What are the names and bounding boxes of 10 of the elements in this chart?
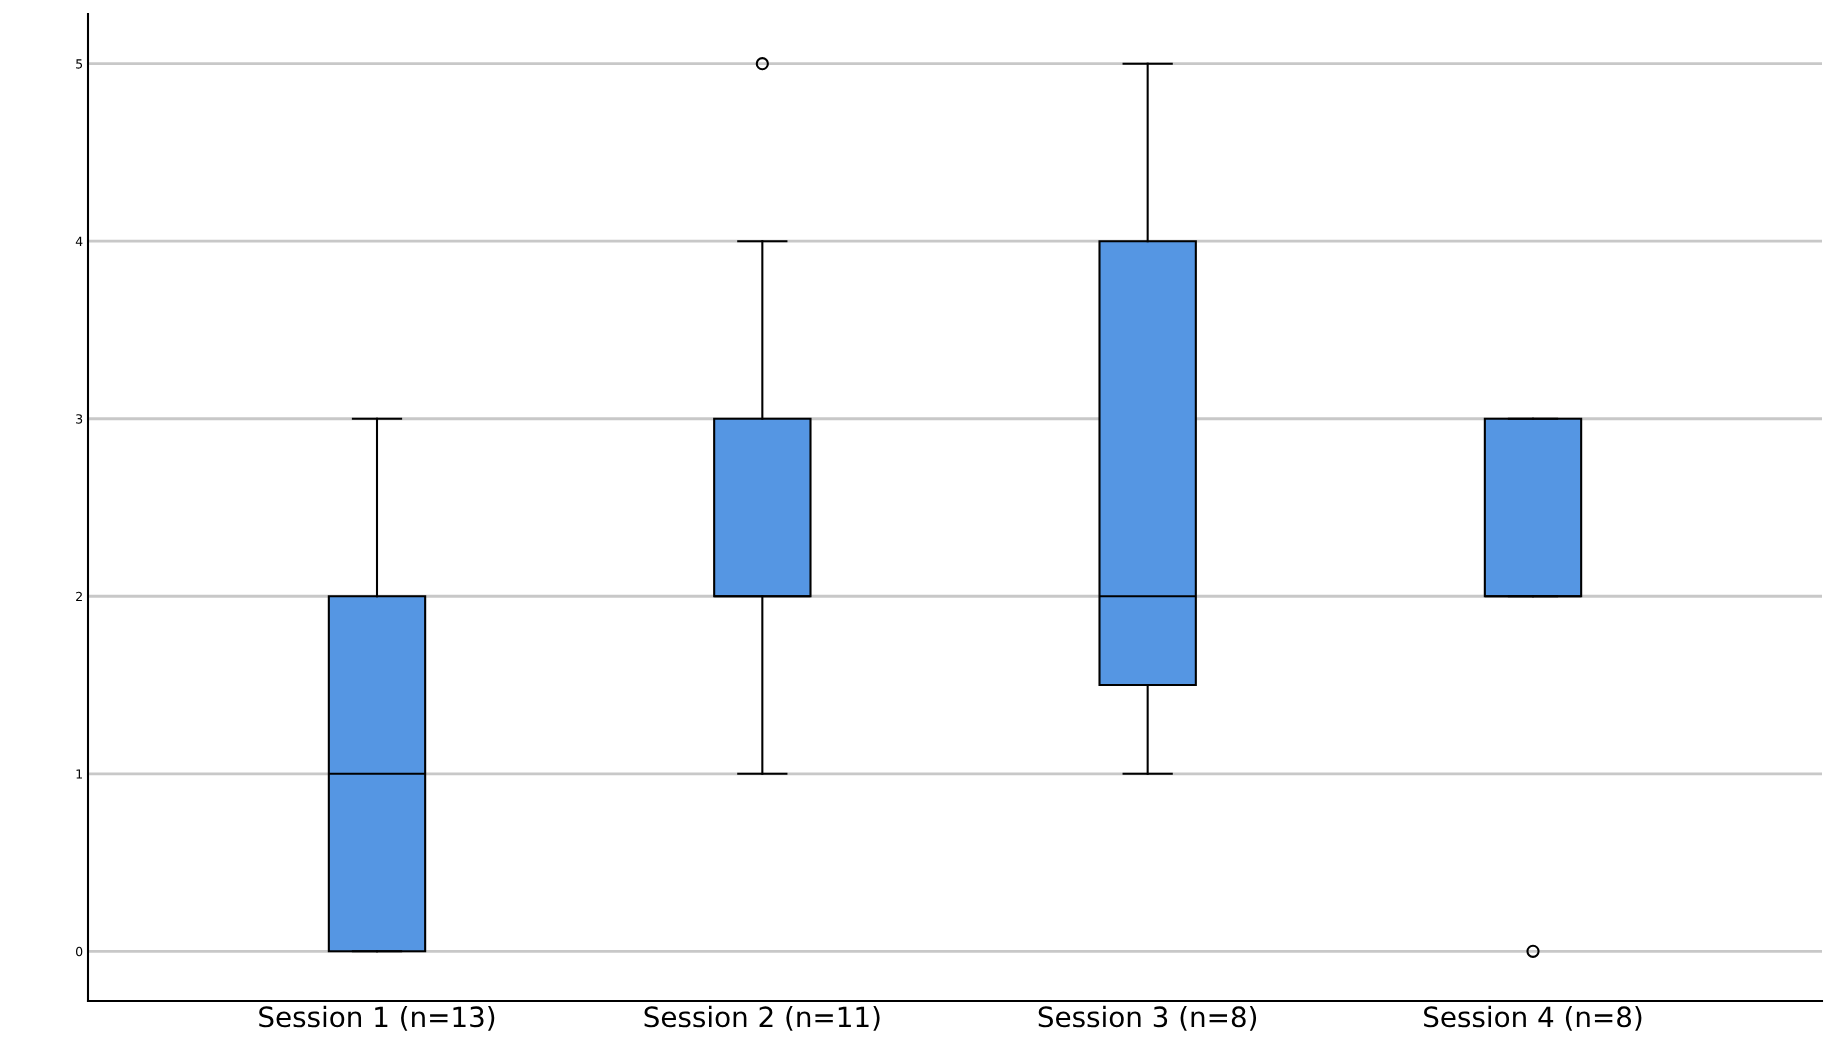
y-tick-label: 0 [76,946,83,957]
y-tick-label: 2 [76,591,82,602]
x-tick-label: Session 2 (n=11) [644,1005,880,1031]
x-tick-label: Session 4 (n=8) [1424,1005,1642,1031]
y-tick-label: 4 [75,236,83,246]
y-tick-label: 5 [76,59,83,69]
x-tick-label: Session 1 (n=13) [259,1005,495,1031]
x-tick-label: Session 3 (n=8) [1038,1005,1257,1031]
y-tick-label: 1 [76,769,82,779]
y-tick-label: 3 [76,414,83,424]
